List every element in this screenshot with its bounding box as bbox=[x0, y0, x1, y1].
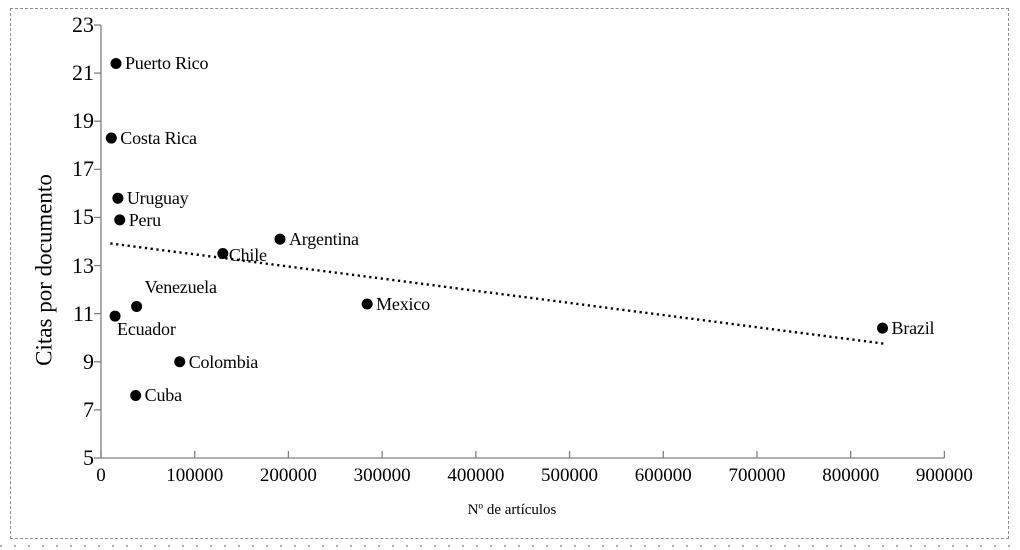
x-tick-label: 300000 bbox=[353, 465, 411, 486]
data-point-label: Colombia bbox=[188, 351, 259, 372]
y-axis-title: Citas por documento bbox=[31, 174, 57, 366]
y-tick-label: 19 bbox=[72, 108, 94, 134]
data-point bbox=[174, 356, 186, 368]
trendline bbox=[110, 242, 885, 345]
y-tick-label: 7 bbox=[83, 396, 94, 422]
y-tick-label: 17 bbox=[72, 156, 94, 182]
x-tick-label: 0 bbox=[96, 465, 106, 486]
data-point bbox=[114, 214, 126, 226]
data-point-label: Puerto Rico bbox=[124, 53, 209, 74]
data-point-label: Argentina bbox=[288, 229, 359, 250]
x-tick-label: 400000 bbox=[447, 465, 505, 486]
data-point bbox=[110, 57, 122, 69]
x-tick-label: 500000 bbox=[541, 465, 599, 486]
data-point bbox=[112, 192, 124, 204]
data-point-label: Peru bbox=[128, 209, 161, 230]
data-point bbox=[131, 300, 143, 312]
data-point bbox=[877, 322, 889, 334]
data-point-label: Brazil bbox=[891, 318, 935, 339]
data-point bbox=[274, 233, 286, 245]
x-tick-label: 200000 bbox=[259, 465, 317, 486]
data-point bbox=[109, 310, 121, 322]
y-tick-label: 13 bbox=[72, 252, 94, 278]
x-tick-label: 700000 bbox=[728, 465, 786, 486]
figure-frame bbox=[10, 8, 1009, 539]
data-point-label: Chile bbox=[228, 244, 267, 265]
y-tick-label: 23 bbox=[72, 12, 94, 37]
data-point bbox=[361, 298, 373, 310]
data-point-label: Venezuela bbox=[144, 277, 217, 298]
data-point-label: Ecuador bbox=[117, 319, 176, 340]
data-point-label: Mexico bbox=[376, 294, 430, 315]
x-axis-title: Nº de artículos bbox=[467, 502, 557, 518]
x-tick-label: 600000 bbox=[634, 465, 692, 486]
data-point-label: Cuba bbox=[144, 385, 182, 406]
x-tick-label: 100000 bbox=[166, 465, 224, 486]
y-tick-label: 15 bbox=[72, 204, 94, 230]
data-point-label: Uruguay bbox=[126, 188, 189, 209]
x-tick-label: 800000 bbox=[822, 465, 880, 486]
x-tick-label: 900000 bbox=[915, 465, 973, 486]
page-bottom-dotted-border bbox=[0, 545, 1020, 547]
data-point-label: Costa Rica bbox=[120, 128, 197, 149]
data-point bbox=[217, 248, 229, 260]
y-tick-label: 5 bbox=[83, 445, 94, 470]
y-tick-label: 11 bbox=[72, 300, 94, 326]
data-point bbox=[105, 132, 117, 144]
data-point bbox=[130, 389, 142, 401]
y-tick-label: 9 bbox=[83, 348, 94, 374]
y-tick-label: 21 bbox=[72, 60, 94, 86]
